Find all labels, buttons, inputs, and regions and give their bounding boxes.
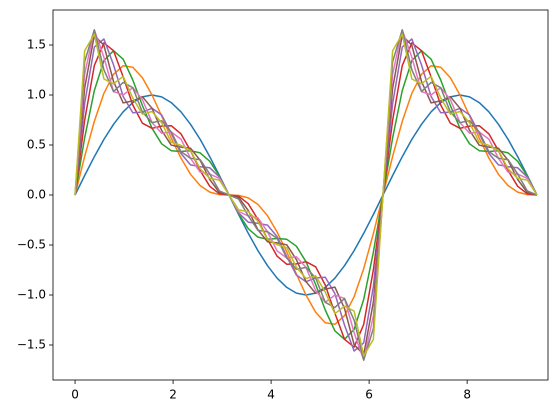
y-tick-label: 1.0 [27,88,46,102]
y-tick-label: 0.0 [27,188,46,202]
y-tick-label: 0.5 [27,138,46,152]
series-line [74,38,538,352]
x-tick-label: 8 [463,388,471,402]
x-tick-label: 2 [169,388,177,402]
y-tick-label: −0.5 [17,238,46,252]
series-line [74,34,538,356]
y-tick-label: 1.5 [27,38,46,52]
plot-frame [52,9,549,381]
series-line [74,33,538,357]
series-line [74,42,538,348]
x-tick-label: 0 [71,388,79,402]
series-line [74,29,538,361]
x-tick-label: 6 [365,388,373,402]
y-tick-label: −1.5 [17,338,46,352]
series-line [74,29,538,361]
y-tick-label: −1.0 [17,288,46,302]
series-line [74,64,538,326]
x-tick-label: 4 [267,388,275,402]
